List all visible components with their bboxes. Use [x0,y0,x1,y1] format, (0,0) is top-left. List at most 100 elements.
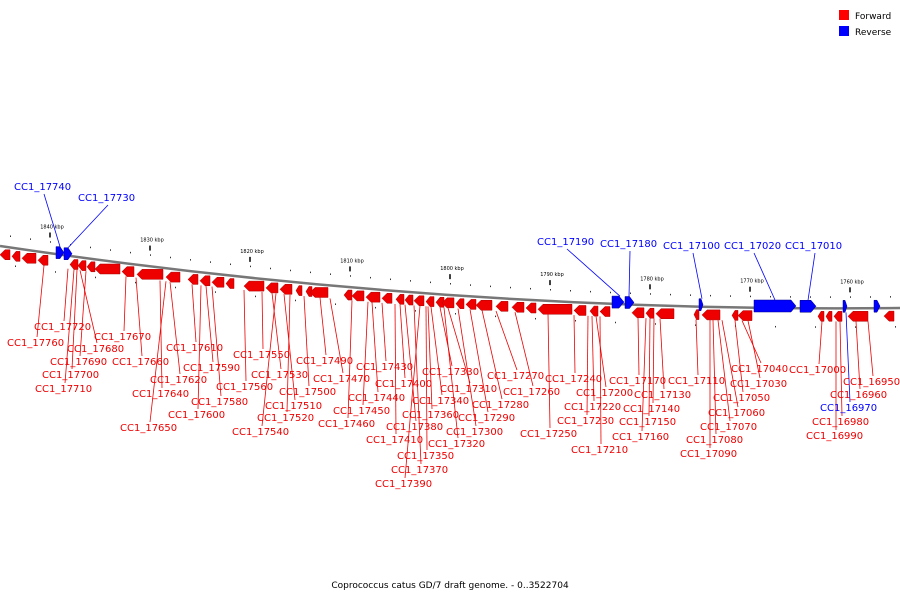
gene-label[interactable]: CC1_17470 [313,374,370,385]
gene-label[interactable]: CC1_17700 [42,370,99,381]
gene-label[interactable]: CC1_16960 [830,390,887,401]
gene-label[interactable]: CC1_17580 [191,397,248,408]
gene-label[interactable]: CC1_17040 [731,364,788,375]
gene-label[interactable]: CC1_17200 [576,388,633,399]
gene-label[interactable]: CC1_17720 [34,322,91,333]
forward-gene-block [309,287,329,298]
gene-label[interactable]: CC1_17640 [132,389,189,400]
gene-label[interactable]: CC1_17170 [609,376,666,387]
gene-leader-line [63,268,69,322]
gene-label[interactable]: CC1_17160 [612,432,669,443]
gene-label[interactable]: CC1_17590 [183,363,240,374]
minor-tick [610,291,611,294]
gene-label[interactable]: CC1_17290 [458,413,515,424]
gene-label[interactable]: CC1_17740 [14,182,71,193]
gene-label[interactable]: CC1_17550 [233,350,290,361]
gene-label[interactable]: CC1_17310 [440,384,497,395]
gene-label[interactable]: CC1_17350 [397,451,454,462]
gene-label[interactable]: CC1_16950 [843,377,900,388]
gene-label[interactable]: CC1_17610 [166,343,223,354]
forward-gene-block [279,284,293,295]
gene-label[interactable]: CC1_16990 [806,431,863,442]
gene-label[interactable]: CC1_17670 [94,332,151,343]
minor-tick [710,294,711,297]
gene-label[interactable]: CC1_16980 [812,417,869,428]
gene-leader-line [641,318,647,432]
gene-label[interactable]: CC1_17000 [789,365,846,376]
gene-label[interactable]: CC1_17080 [686,435,743,446]
gene-label[interactable]: CC1_17110 [668,376,725,387]
gene-label[interactable]: CC1_17520 [257,413,314,424]
forward-gene-block [351,290,365,302]
gene-label[interactable]: CC1_17330 [422,367,479,378]
gene-label[interactable]: CC1_17240 [545,374,602,385]
gene-label[interactable]: CC1_17460 [318,419,375,430]
gene-label[interactable]: CC1_17490 [296,356,353,367]
forward-gene-block [11,251,21,262]
gene-label[interactable]: CC1_17270 [487,371,544,382]
gene-label[interactable]: CC1_17560 [216,382,273,393]
gene-label[interactable]: CC1_17370 [391,465,448,476]
gene-label[interactable]: CC1_17220 [564,402,621,413]
gene-label[interactable]: CC1_17660 [112,357,169,368]
gene-label[interactable]: CC1_17010 [785,241,842,252]
gene-label[interactable]: CC1_17440 [348,393,405,404]
gene-label[interactable]: CC1_17090 [680,449,737,460]
gene-label[interactable]: CC1_17510 [265,401,322,412]
minor-tick [570,289,571,292]
gene-label[interactable]: CC1_17130 [634,390,691,401]
gene-label[interactable]: CC1_16970 [820,403,877,414]
gene-label[interactable]: CC1_17690 [50,357,107,368]
forward-gene-block [883,310,895,322]
gene-leader-line [430,306,443,396]
forward-gene-block [404,294,414,306]
gene-label[interactable]: CC1_17260 [503,387,560,398]
gene-label[interactable]: CC1_17430 [356,362,413,373]
gene-leader-line [652,318,655,404]
gene-label[interactable]: CC1_17230 [557,416,614,427]
gene-leader-line [205,285,214,363]
gene-label[interactable]: CC1_17600 [168,410,225,421]
gene-label[interactable]: CC1_17450 [333,406,390,417]
gene-label[interactable]: CC1_17540 [232,427,289,438]
gene-label[interactable]: CC1_17140 [623,404,680,415]
gene-label[interactable]: CC1_17710 [35,384,92,395]
gene-label[interactable]: CC1_17380 [386,422,443,433]
gene-label[interactable]: CC1_17100 [663,241,720,252]
minor-tick [55,271,56,273]
gene-label[interactable]: CC1_17250 [520,429,577,440]
gene-leader-line [845,312,851,403]
gene-label[interactable]: CC1_17390 [375,479,432,490]
caption: Coprococcus catus GD/7 draft genome. - 0… [331,581,569,591]
gene-label[interactable]: CC1_17400 [375,379,432,390]
gene-label[interactable]: CC1_17050 [713,393,770,404]
gene-leader-line [447,307,471,384]
gene-label[interactable]: CC1_17190 [537,237,594,248]
forward-gene-block [425,296,435,307]
gene-label[interactable]: CC1_17060 [708,408,765,419]
gene-label[interactable]: CC1_17650 [120,423,177,434]
gene-label[interactable]: CC1_17680 [67,344,124,355]
reverse-gene-block [624,296,635,309]
gene-label[interactable]: CC1_17500 [279,387,336,398]
gene-label[interactable]: CC1_17180 [600,239,657,250]
gene-label[interactable]: CC1_17210 [571,445,628,456]
gene-label[interactable]: CC1_17300 [446,427,503,438]
gene-label[interactable]: CC1_17530 [251,370,308,381]
gene-leader-line [807,252,816,301]
gene-label[interactable]: CC1_17030 [730,379,787,390]
gene-label[interactable]: CC1_17620 [150,375,207,386]
forward-gene-block [701,309,721,321]
gene-label[interactable]: CC1_17410 [366,435,423,446]
gene-label[interactable]: CC1_17280 [472,400,529,411]
gene-label[interactable]: CC1_17320 [428,439,485,450]
gene-label[interactable]: CC1_17070 [700,422,757,433]
gene-label[interactable]: CC1_17150 [619,417,676,428]
gene-label[interactable]: CC1_17760 [7,338,64,349]
gene-label[interactable]: CC1_17360 [402,410,459,421]
gene-leader-line [717,320,731,422]
gene-label[interactable]: CC1_17340 [412,396,469,407]
gene-label[interactable]: CC1_17020 [724,241,781,252]
gene-label[interactable]: CC1_17730 [78,193,135,204]
